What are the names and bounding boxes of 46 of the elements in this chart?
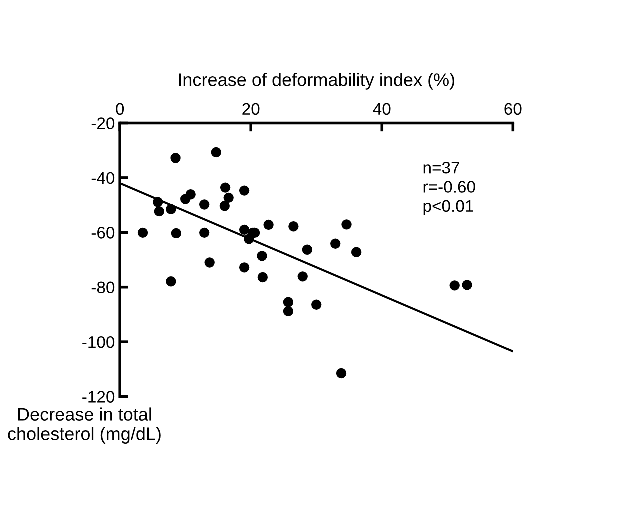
point — [211, 147, 222, 158]
point — [288, 222, 299, 232]
point — [336, 368, 347, 379]
point — [450, 280, 460, 291]
point — [220, 201, 230, 212]
x-axis-title: Increase of deformability index (%) — [179, 73, 454, 90]
point — [283, 306, 294, 317]
point — [264, 220, 274, 230]
point — [200, 200, 210, 210]
point — [138, 228, 148, 238]
y-tick-label: -100 — [82, 336, 115, 348]
annotation: n=37 r=-0.60 p<0.01 — [424, 162, 476, 216]
point — [302, 244, 313, 255]
point — [462, 280, 472, 290]
point — [239, 224, 250, 235]
point — [257, 251, 268, 262]
x-tick-label: 0 — [116, 103, 124, 116]
point — [171, 228, 182, 239]
point — [170, 153, 181, 164]
y-tick-label: -80 — [92, 282, 115, 294]
point — [239, 186, 250, 196]
point — [298, 272, 308, 282]
point — [258, 272, 268, 283]
x-tick-label: 60 — [504, 103, 522, 116]
y-tick-label: -120 — [82, 391, 115, 403]
x-tick-label: 20 — [242, 103, 260, 116]
point — [312, 300, 322, 310]
point — [330, 238, 341, 249]
y-tick-label: -40 — [92, 172, 115, 184]
y-axis-title: Decrease in total cholesterol (mg/dL) — [8, 408, 161, 444]
point — [342, 220, 352, 230]
point — [152, 197, 164, 208]
y-tick-label: -20 — [92, 118, 115, 130]
point — [186, 190, 196, 200]
point — [154, 206, 164, 217]
point — [166, 276, 176, 287]
point — [220, 182, 231, 193]
point — [239, 262, 250, 273]
y-tick-label: -60 — [92, 227, 115, 239]
point — [200, 228, 210, 238]
point — [166, 204, 176, 214]
point — [224, 192, 234, 203]
point — [351, 247, 362, 258]
point — [283, 297, 294, 308]
point — [204, 258, 215, 268]
x-tick-label: 40 — [373, 103, 391, 116]
